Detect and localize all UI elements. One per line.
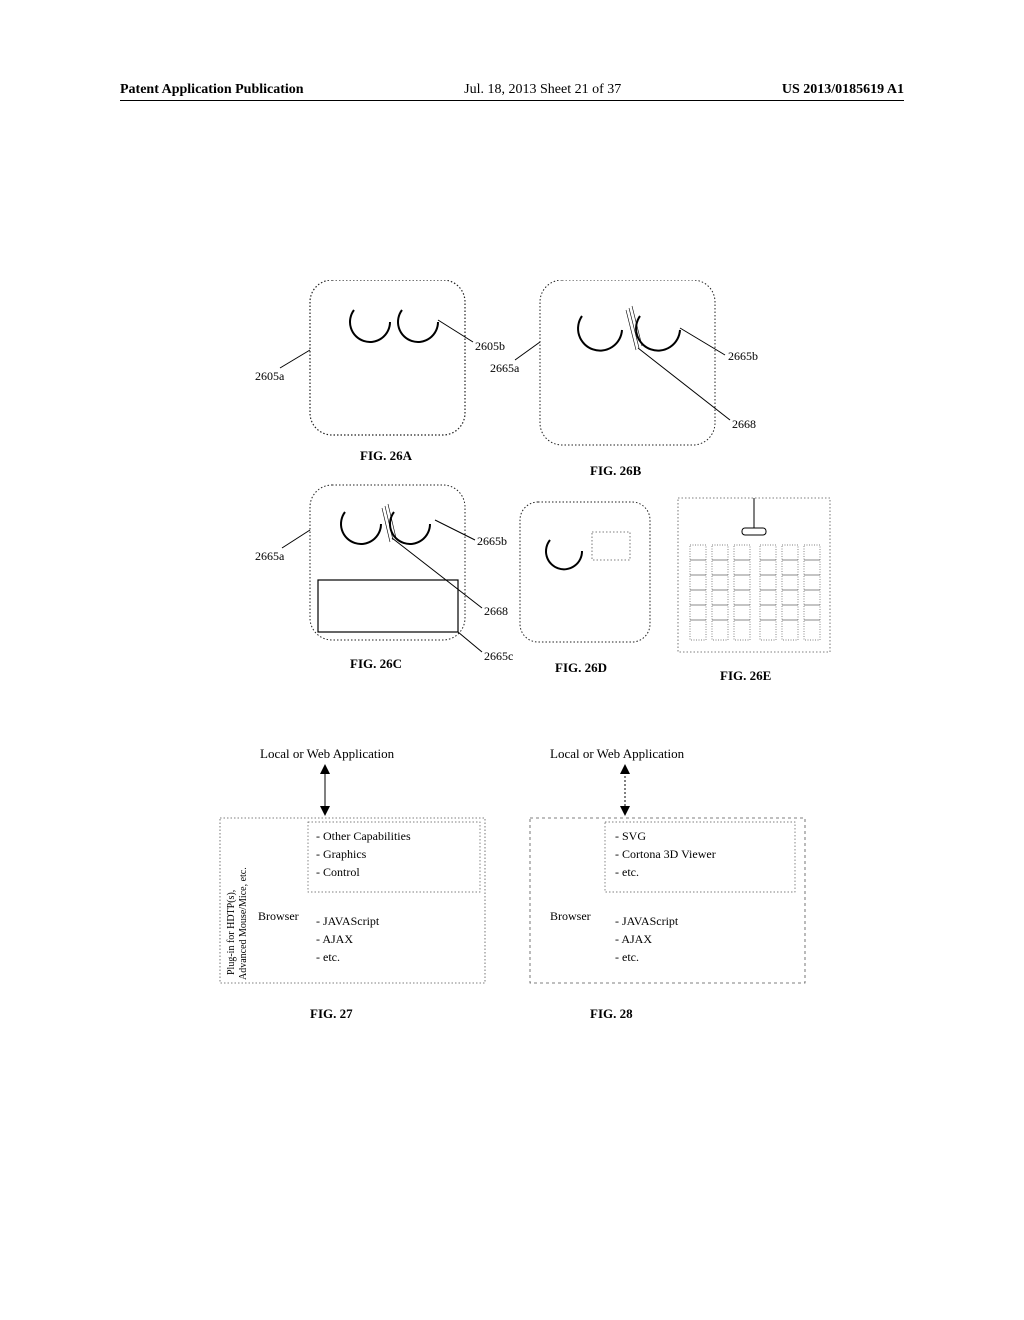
fig28-b2-1: - AJAX: [615, 932, 652, 946]
fig27-b1-2: - Control: [316, 865, 360, 879]
fig28-b1-2: - etc.: [615, 865, 639, 879]
label-2665a-b: 2665a: [490, 361, 520, 375]
fig27-b2-2: - etc.: [316, 950, 340, 964]
content-area: 2605a 2605b FIG. 26A 2665a 2665b 2668 FI…: [120, 280, 904, 1220]
fig28-label: FIG. 28: [590, 1006, 633, 1021]
label-2668-b: 2668: [732, 417, 756, 431]
fig26c-label: FIG. 26C: [350, 656, 402, 671]
fig-26b: 2665a 2665b 2668 FIG. 26B: [490, 280, 758, 478]
label-2605b: 2605b: [475, 339, 505, 353]
fig27-top: Local or Web Application: [260, 746, 395, 761]
fig26b-label: FIG. 26B: [590, 463, 642, 478]
label-2668-c: 2668: [484, 604, 508, 618]
label-2665a-c: 2665a: [255, 549, 285, 563]
fig-26c: 2665a 2665b 2668 2665c FIG. 26C: [255, 485, 513, 671]
fig28-top: Local or Web Application: [550, 746, 685, 761]
fig26e-label: FIG. 26E: [720, 668, 771, 683]
header-center: Jul. 18, 2013 Sheet 21 of 37: [464, 82, 621, 98]
fig-27: Local or Web Application Plug-in for HDT…: [220, 746, 485, 1021]
fig27-side-1: Plug-in for HDTP(s),: [226, 890, 237, 975]
fig-26e: FIG. 26E: [678, 498, 830, 683]
figures-27-28: Local or Web Application Plug-in for HDT…: [150, 740, 850, 1040]
header-left: Patent Application Publication: [120, 82, 304, 98]
fig27-b2-0: - JAVAScript: [316, 914, 380, 928]
header-right: US 2013/0185619 A1: [782, 82, 904, 98]
label-2665b-c: 2665b: [477, 534, 507, 548]
page-header: Patent Application Publication Jul. 18, …: [120, 82, 904, 101]
slider-col: [690, 545, 706, 640]
fig28-b1-0: - SVG: [615, 829, 646, 843]
fig28-b2-2: - etc.: [615, 950, 639, 964]
label-2665c-c: 2665c: [484, 649, 513, 663]
fig-28: Local or Web Application Browser - SVG -…: [530, 746, 805, 1021]
fig28-b1-1: - Cortona 3D Viewer: [615, 847, 716, 861]
fig28-b2-0: - JAVAScript: [615, 914, 679, 928]
fig27-label: FIG. 27: [310, 1006, 353, 1021]
label-2665b-b: 2665b: [728, 349, 758, 363]
fig26d-label: FIG. 26D: [555, 660, 607, 675]
label-2605a: 2605a: [255, 369, 285, 383]
fig27-b1-0: - Other Capabilities: [316, 829, 411, 843]
fig27-b2-1: - AJAX: [316, 932, 353, 946]
fig-26a: 2605a 2605b FIG. 26A: [255, 280, 505, 463]
figures-26: 2605a 2605b FIG. 26A 2665a 2665b 2668 FI…: [160, 280, 860, 710]
fig27-side-2: Advanced Mouse/Mice, etc.: [238, 867, 249, 980]
fig-26d: FIG. 26D: [520, 502, 650, 675]
fig27-b1-1: - Graphics: [316, 847, 367, 861]
fig26a-label: FIG. 26A: [360, 448, 413, 463]
fig28-browser: Browser: [550, 909, 591, 923]
fig27-browser: Browser: [258, 909, 299, 923]
